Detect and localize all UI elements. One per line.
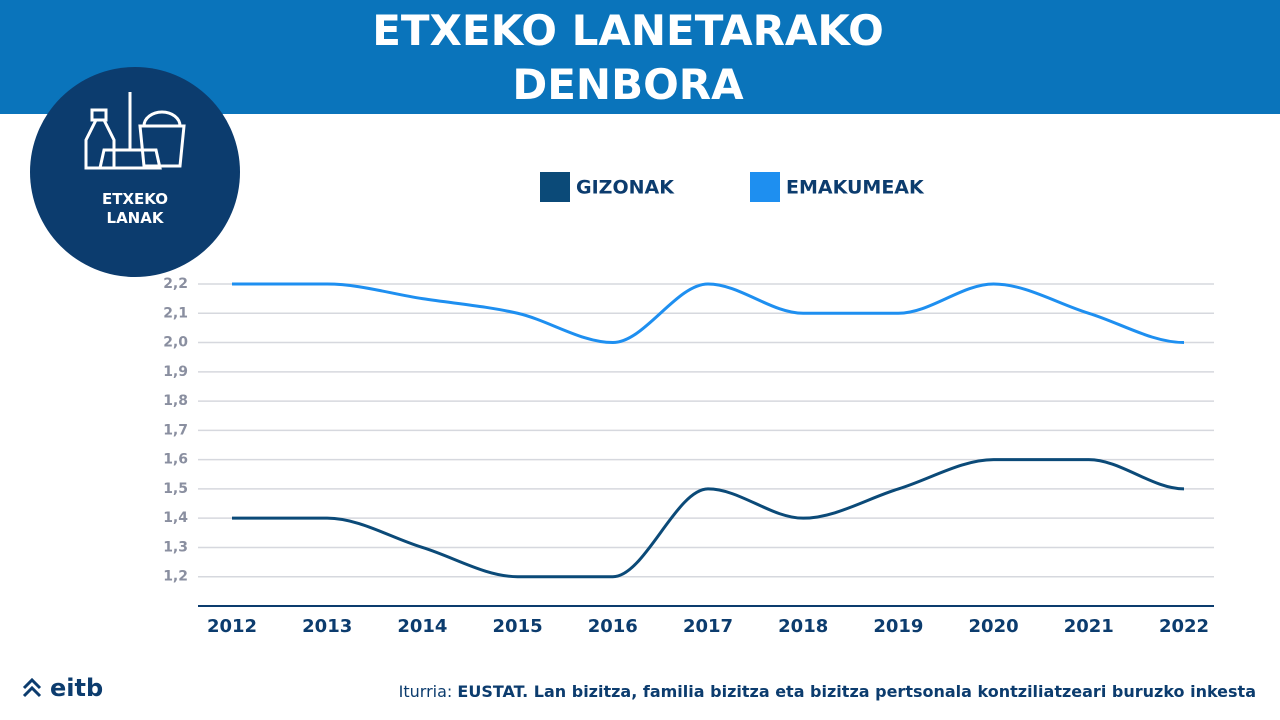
data-line xyxy=(232,458,1185,579)
y-tick-label: 1,5 xyxy=(163,481,188,497)
y-tick-label: 1,8 xyxy=(163,393,188,409)
legend-swatch xyxy=(750,172,780,202)
y-tick-label: 2,1 xyxy=(163,305,188,321)
y-tick-label: 1,4 xyxy=(163,510,188,526)
x-tick-label: 2013 xyxy=(302,616,352,637)
x-tick-label: 2014 xyxy=(397,616,447,637)
badge-label: ETXEKO LANAK xyxy=(102,190,168,227)
x-tick-label: 2018 xyxy=(778,616,828,637)
source-prefix: Iturria: xyxy=(398,682,453,701)
legend-label: GIZONAK xyxy=(576,177,675,199)
cleaning-icon xyxy=(84,92,186,170)
y-tick-label: 1,3 xyxy=(163,539,188,555)
y-tick-label: 1,6 xyxy=(163,452,188,468)
source-note: Iturria: EUSTAT. Lan bizitza, familia bi… xyxy=(399,682,1256,701)
legend-swatch xyxy=(540,172,570,202)
y-tick-label: 2,2 xyxy=(163,276,188,292)
x-tick-label: 2012 xyxy=(207,616,257,637)
source-text: EUSTAT. Lan bizitza, familia bizitza eta… xyxy=(457,682,1256,701)
y-tick-label: 2,0 xyxy=(163,335,188,351)
y-tick-label: 1,9 xyxy=(163,364,188,380)
x-tick-label: 2019 xyxy=(873,616,923,637)
logo-icon xyxy=(22,677,42,698)
x-tick-label: 2016 xyxy=(588,616,638,637)
x-tick-label: 2015 xyxy=(493,616,543,637)
badge-circle xyxy=(30,67,240,277)
header-band xyxy=(0,0,1280,114)
y-tick-label: 1,7 xyxy=(163,422,188,438)
chart-title: ETXEKO LANETARAKO DENBORA xyxy=(372,6,884,109)
legend-label: EMAKUMEAK xyxy=(786,177,925,199)
y-tick-label: 1,2 xyxy=(163,569,188,585)
x-tick-label: 2020 xyxy=(969,616,1019,637)
x-tick-label: 2021 xyxy=(1064,616,1114,637)
x-tick-label: 2017 xyxy=(683,616,733,637)
x-tick-label: 2022 xyxy=(1159,616,1209,637)
data-line xyxy=(232,282,1185,345)
logo: eitb xyxy=(50,674,104,702)
